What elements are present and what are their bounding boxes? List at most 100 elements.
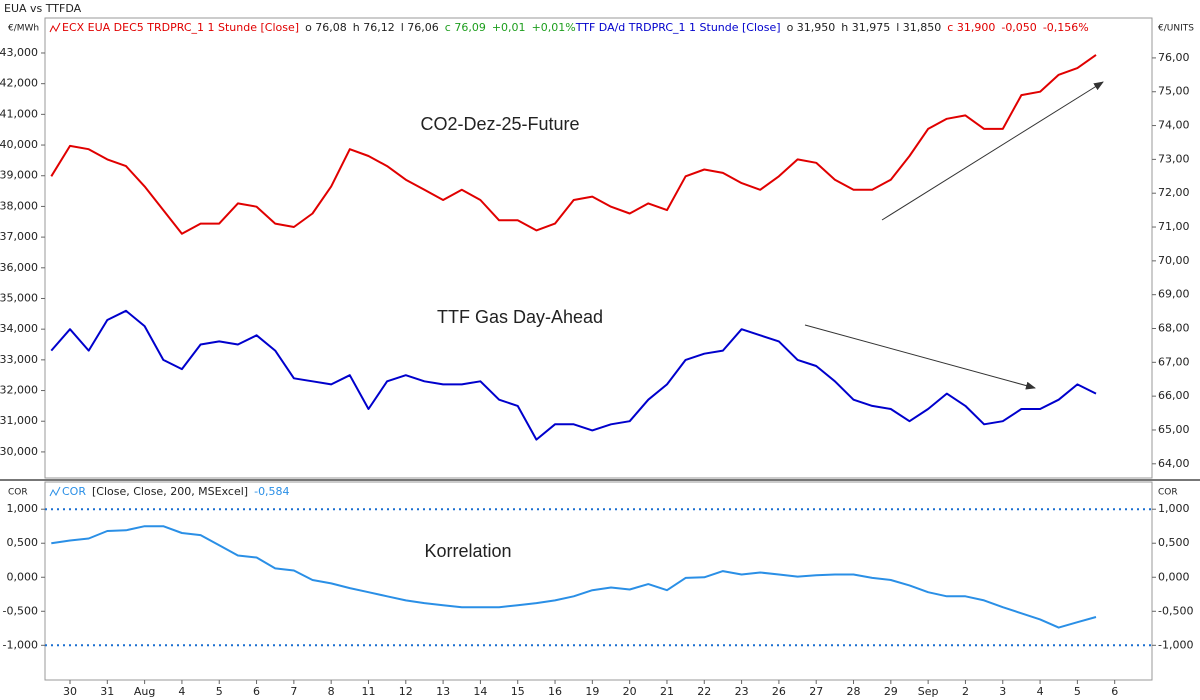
y-tick-label: 43,000 <box>0 46 38 59</box>
window-title: EUA vs TTFDA <box>4 2 82 15</box>
y-tick-label: 41,000 <box>0 107 38 120</box>
x-tick-label: 30 <box>63 685 77 698</box>
y2-tick-label: 0,000 <box>1158 570 1190 583</box>
y-axis-label: COR <box>8 488 28 498</box>
legend-close-stat: +0,01 <box>492 21 526 34</box>
y2-tick-label: 0,500 <box>1158 536 1190 549</box>
y2-tick-label: 69,00 <box>1158 288 1190 301</box>
x-tick-label: 27 <box>809 685 823 698</box>
legend-stat: l 31,850 <box>896 21 941 34</box>
y-tick-label: 0,000 <box>7 570 39 583</box>
legend: ECX EUA DEC5 TRDPRC_1 1 Stunde [Close] o … <box>62 21 1089 34</box>
x-tick-label: 29 <box>884 685 898 698</box>
legend-params: [Close, Close, 200, MSExcel] <box>92 485 248 498</box>
legend-close-stat: -0,050 <box>1001 21 1036 34</box>
x-tick-label: 6 <box>1111 685 1118 698</box>
x-tick-label: Aug <box>134 685 155 698</box>
y2-tick-label: 1,000 <box>1158 502 1190 515</box>
y2-tick-label: -0,500 <box>1158 604 1193 617</box>
y-tick-label: -0,500 <box>3 604 38 617</box>
x-tick-label: 26 <box>772 685 786 698</box>
y-tick-label: 38,000 <box>0 199 38 212</box>
x-tick-label: 12 <box>399 685 413 698</box>
legend-name: TTF DA/d TRDPRC_1 1 Stunde [Close] <box>575 21 781 34</box>
x-tick-label: 28 <box>847 685 861 698</box>
y2-axis-label: COR <box>1158 488 1178 498</box>
x-tick-label: 31 <box>100 685 114 698</box>
y-tick-label: 37,000 <box>0 230 38 243</box>
x-tick-label: 5 <box>216 685 223 698</box>
x-tick-label: 19 <box>585 685 599 698</box>
y-tick-label: 40,000 <box>0 138 38 151</box>
series-line <box>50 309 1097 441</box>
x-tick-label: 4 <box>178 685 185 698</box>
x-tick-label: 2 <box>962 685 969 698</box>
y2-tick-label: 68,00 <box>1158 322 1190 335</box>
trend-arrow <box>804 324 1036 390</box>
x-tick-label: Sep <box>918 685 939 698</box>
y-tick-label: 31,000 <box>0 414 38 427</box>
bottom-pane <box>44 481 1153 681</box>
x-tick-label: 4 <box>1037 685 1044 698</box>
y2-tick-label: 64,00 <box>1158 457 1190 470</box>
x-tick-label: 3 <box>999 685 1006 698</box>
x-tick-label: 13 <box>436 685 450 698</box>
y-tick-label: 1,000 <box>7 502 39 515</box>
legend-stat: h 31,975 <box>841 21 890 34</box>
legend: COR [Close, Close, 200, MSExcel] -0,584 <box>62 485 290 498</box>
y2-tick-label: 66,00 <box>1158 389 1190 402</box>
y2-tick-label: 72,00 <box>1158 186 1190 199</box>
top-pane <box>44 17 1153 479</box>
y-tick-label: 36,000 <box>0 261 38 274</box>
y2-tick-label: 74,00 <box>1158 119 1190 132</box>
y2-tick-label: 70,00 <box>1158 254 1190 267</box>
annotation: CO2-Dez-25-Future <box>420 114 579 134</box>
y-tick-label: 39,000 <box>0 169 38 182</box>
x-tick-label: 22 <box>697 685 711 698</box>
y-tick-label: 32,000 <box>0 384 38 397</box>
series-line <box>50 54 1097 235</box>
y-axis-label: €/MWh <box>8 24 39 34</box>
series-line <box>51 525 1097 629</box>
legend-stat: o 31,950 <box>787 21 836 34</box>
trend-arrow <box>881 81 1104 221</box>
y-tick-label: 42,000 <box>0 77 38 90</box>
x-tick-label: 20 <box>623 685 637 698</box>
legend-stat: h 76,12 <box>353 21 395 34</box>
y2-tick-label: 73,00 <box>1158 152 1190 165</box>
legend-close-stat: +0,01% <box>532 21 576 34</box>
y2-tick-label: 76,00 <box>1158 51 1190 64</box>
y-tick-label: -1,000 <box>3 638 38 651</box>
x-tick-label: 11 <box>361 685 375 698</box>
legend-close-stat: c 31,900 <box>947 21 995 34</box>
x-tick-label: 15 <box>511 685 525 698</box>
legend-name: COR <box>62 485 86 498</box>
x-tick-label: 5 <box>1074 685 1081 698</box>
legend-stat: l 76,06 <box>401 21 439 34</box>
legend-close-stat: c 76,09 <box>445 21 486 34</box>
x-tick-label: 7 <box>290 685 297 698</box>
x-tick-label: 21 <box>660 685 674 698</box>
annotation: Korrelation <box>424 541 511 561</box>
x-tick-label: 8 <box>328 685 335 698</box>
legend-name: ECX EUA DEC5 TRDPRC_1 1 Stunde [Close] <box>62 21 299 34</box>
y2-tick-label: -1,000 <box>1158 638 1193 651</box>
legend-value: -0,584 <box>254 485 289 498</box>
y2-tick-label: 75,00 <box>1158 85 1190 98</box>
x-tick-label: 23 <box>735 685 749 698</box>
annotation: TTF Gas Day-Ahead <box>437 307 603 327</box>
y-tick-label: 33,000 <box>0 353 38 366</box>
x-tick-label: 6 <box>253 685 260 698</box>
legend-close-stat: -0,156% <box>1043 21 1089 34</box>
y-tick-label: 34,000 <box>0 322 38 335</box>
legend-icon <box>49 22 61 33</box>
legend-stat: o 76,08 <box>305 21 347 34</box>
y-tick-label: 0,500 <box>7 536 39 549</box>
y2-tick-label: 67,00 <box>1158 355 1190 368</box>
x-tick-label: 16 <box>548 685 562 698</box>
legend-icon <box>49 486 61 497</box>
y-tick-label: 35,000 <box>0 291 38 304</box>
y2-tick-label: 71,00 <box>1158 220 1190 233</box>
